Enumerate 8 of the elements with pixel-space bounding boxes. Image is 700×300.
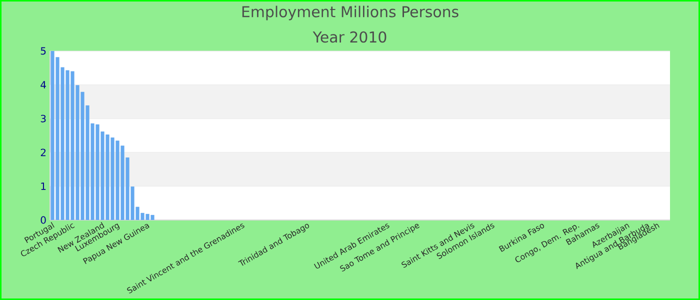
y-tick-label: 1: [41, 182, 46, 190]
y-tick-label: 0: [40, 216, 46, 224]
y-tick-label: 3: [40, 114, 46, 122]
y-tick-label: 5: [40, 47, 46, 55]
y-tick-label: 2: [40, 148, 46, 156]
y-tick-label: 4: [40, 81, 46, 88]
chart-subtitle: Year 2010: [312, 31, 386, 43]
chart-title: Employment Millions Persons: [242, 6, 458, 20]
